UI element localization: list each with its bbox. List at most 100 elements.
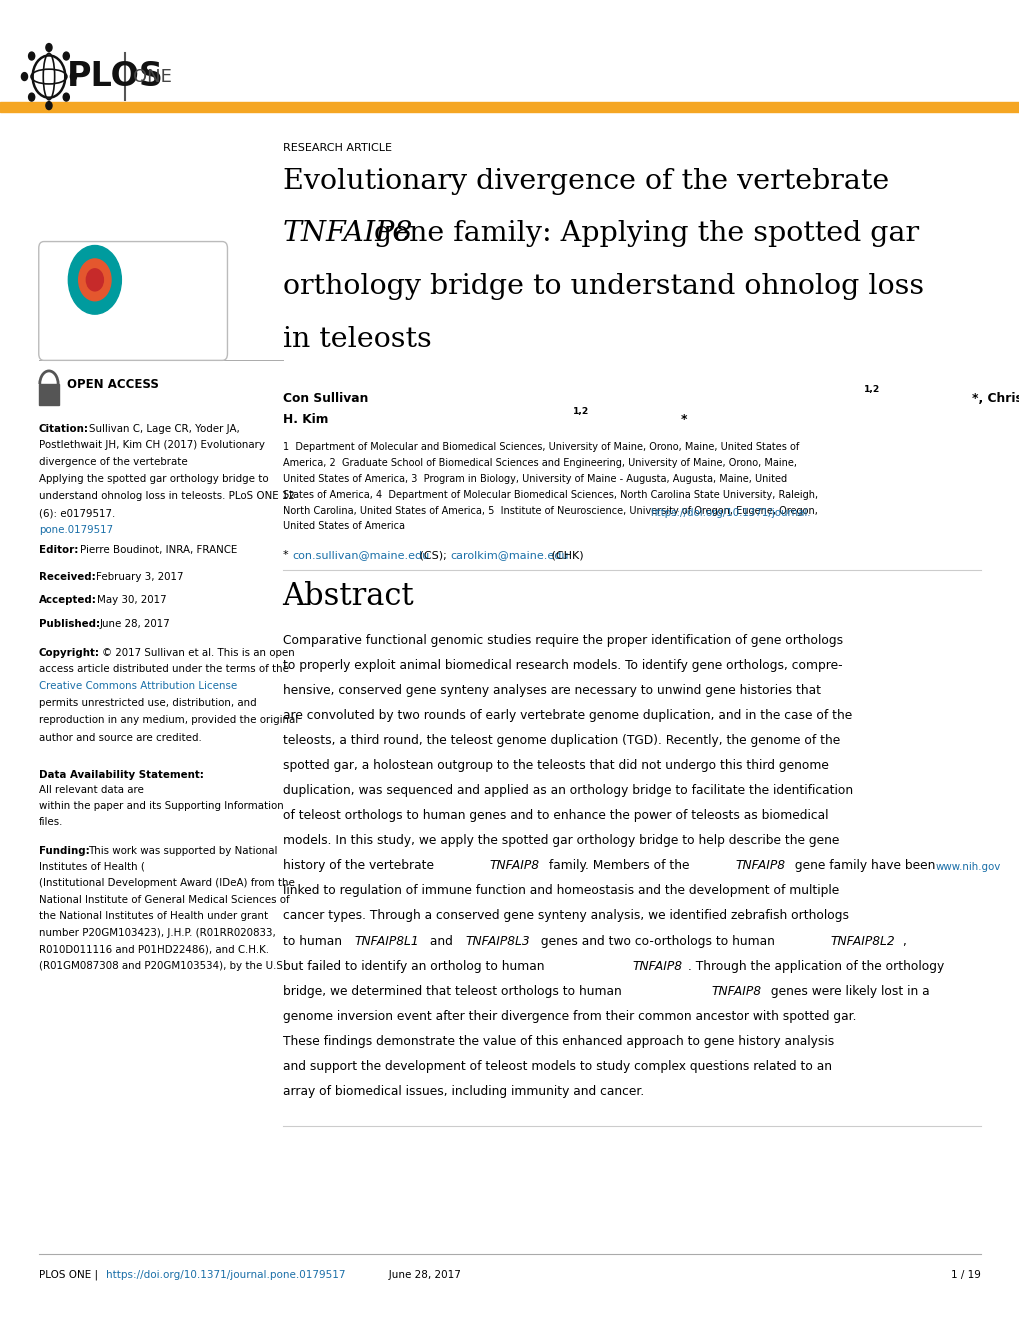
Text: gene family have been: gene family have been [790,859,934,873]
Text: con.sullivan@maine.edu: con.sullivan@maine.edu [292,550,430,561]
Text: genes were likely lost in a: genes were likely lost in a [766,985,929,998]
Text: divergence of the vertebrate: divergence of the vertebrate [39,457,191,467]
Text: OPEN ACCESS: OPEN ACCESS [67,378,159,391]
Circle shape [70,73,76,81]
Text: ,: , [902,935,905,948]
Text: cancer types. Through a conserved gene synteny analysis, we identified zebrafish: cancer types. Through a conserved gene s… [282,909,848,923]
Text: history of the vertebrate: history of the vertebrate [282,859,437,873]
Text: United States of America, 3  Program in Biology, University of Maine - Augusta, : United States of America, 3 Program in B… [282,474,786,484]
Text: TNFAIP8L2: TNFAIP8L2 [829,935,895,948]
Circle shape [46,44,52,51]
Text: 1  Department of Molecular and Biomedical Sciences, University of Maine, Orono, : 1 Department of Molecular and Biomedical… [282,442,798,453]
Text: genome inversion event after their divergence from their common ancestor with sp: genome inversion event after their diver… [282,1010,855,1023]
Text: Check for: Check for [125,293,168,301]
Circle shape [78,259,111,301]
Text: teleosts, a third round, the teleost genome duplication (TGD). Recently, the gen: teleosts, a third round, the teleost gen… [282,734,839,747]
Text: spotted gar, a holostean outgroup to the teleosts that did not undergo this thir: spotted gar, a holostean outgroup to the… [282,759,827,772]
Text: files.: files. [39,817,63,828]
Text: R010D011116 and P01HD22486), and C.H.K.: R010D011116 and P01HD22486), and C.H.K. [39,945,268,954]
Circle shape [87,269,103,290]
Text: Postlethwait JH, Kim CH (2017) Evolutionary: Postlethwait JH, Kim CH (2017) Evolution… [39,440,265,450]
Text: Evolutionary divergence of the vertebrate: Evolutionary divergence of the vertebrat… [282,168,888,194]
Text: ONE: ONE [132,67,171,86]
Circle shape [21,73,28,81]
Text: H. Kim: H. Kim [282,413,327,426]
Text: These findings demonstrate the value of this enhanced approach to gene history a: These findings demonstrate the value of … [282,1035,833,1048]
Text: Con Sullivan: Con Sullivan [282,392,368,405]
Text: (6): e0179517.: (6): e0179517. [39,508,118,519]
Text: National Institute of General Medical Sciences of: National Institute of General Medical Sc… [39,895,289,906]
Circle shape [63,94,69,102]
Text: orthology bridge to understand ohnolog loss: orthology bridge to understand ohnolog l… [282,273,923,300]
Text: Published:: Published: [39,619,100,630]
Text: duplication, was sequenced and applied as an orthology bridge to facilitate the : duplication, was sequenced and applied a… [282,784,852,797]
Text: pone.0179517: pone.0179517 [39,525,113,536]
Text: Creative Commons Attribution License: Creative Commons Attribution License [39,681,236,692]
Text: carolkim@maine.edu: carolkim@maine.edu [450,550,569,561]
Text: . Through the application of the orthology: . Through the application of the ortholo… [687,960,943,973]
Circle shape [68,246,121,314]
Text: All relevant data are: All relevant data are [39,785,144,796]
Text: America, 2  Graduate School of Biomedical Sciences and Engineering, University o: America, 2 Graduate School of Biomedical… [282,458,796,469]
Text: the National Institutes of Health under grant: the National Institutes of Health under … [39,912,268,921]
Text: genes and two co-orthologs to human: genes and two co-orthologs to human [536,935,777,948]
Text: www.nih.gov: www.nih.gov [934,862,1000,873]
Text: updates: updates [125,309,162,317]
Circle shape [46,102,52,110]
Text: Pierre Boudinot, INRA, FRANCE: Pierre Boudinot, INRA, FRANCE [79,545,236,556]
Text: Copyright:: Copyright: [39,648,100,659]
Text: PLOS ONE |: PLOS ONE | [39,1270,101,1280]
Text: and support the development of teleost models to study complex questions related: and support the development of teleost m… [282,1060,830,1073]
Text: Abstract: Abstract [282,581,414,611]
Text: © 2017 Sullivan et al. This is an open: © 2017 Sullivan et al. This is an open [102,648,294,659]
Text: understand ohnolog loss in teleosts. PLoS ONE 12: understand ohnolog loss in teleosts. PLo… [39,491,294,502]
Text: 1,2: 1,2 [863,385,879,395]
Text: of teleost orthologs to human genes and to enhance the power of teleosts as biom: of teleost orthologs to human genes and … [282,809,827,822]
Text: reproduction in any medium, provided the original: reproduction in any medium, provided the… [39,715,298,726]
Text: February 3, 2017: February 3, 2017 [96,572,183,582]
Text: North Carolina, United States of America, 5  Institute of Neuroscience, Universi: North Carolina, United States of America… [282,506,816,516]
Text: PLOS: PLOS [67,61,164,94]
Text: Comparative functional genomic studies require the proper identification of gene: Comparative functional genomic studies r… [282,634,842,647]
Text: family. Members of the: family. Members of the [544,859,692,873]
Text: *, Christopher R. Lage: *, Christopher R. Lage [971,392,1019,405]
Text: Sullivan C, Lage CR, Yoder JA,: Sullivan C, Lage CR, Yoder JA, [89,424,239,434]
Text: June 28, 2017: June 28, 2017 [100,619,170,630]
Text: array of biomedical issues, including immunity and cancer.: array of biomedical issues, including im… [282,1085,643,1098]
FancyBboxPatch shape [39,242,227,360]
Text: TNFAIP8L3: TNFAIP8L3 [465,935,529,948]
Text: RESEARCH ARTICLE: RESEARCH ARTICLE [282,143,391,153]
Text: access article distributed under the terms of the: access article distributed under the ter… [39,664,288,675]
Text: This work was supported by National: This work was supported by National [88,846,277,857]
Text: number P20GM103423), J.H.P. (R01RR020833,: number P20GM103423), J.H.P. (R01RR020833… [39,928,275,939]
Text: (CS);: (CS); [416,550,450,561]
Text: TNFAIP8L1: TNFAIP8L1 [354,935,418,948]
Text: Applying the spotted gar orthology bridge to: Applying the spotted gar orthology bridg… [39,474,268,484]
Text: Funding:: Funding: [39,846,90,857]
Text: Editor:: Editor: [39,545,78,556]
Text: Citation:: Citation: [39,424,89,434]
Text: (R01GM087308 and P20GM103534), by the U.S.: (R01GM087308 and P20GM103534), by the U.… [39,961,285,972]
Text: 1 / 19: 1 / 19 [951,1270,980,1280]
Text: (CHK): (CHK) [547,550,583,561]
Text: are convoluted by two rounds of early vertebrate genome duplication, and in the : are convoluted by two rounds of early ve… [282,709,851,722]
Text: models. In this study, we apply the spotted gar orthology bridge to help describ: models. In this study, we apply the spot… [282,834,838,847]
Text: June 28, 2017: June 28, 2017 [379,1270,461,1280]
Text: Institutes of Health (: Institutes of Health ( [39,862,145,873]
Text: TNFAIP8: TNFAIP8 [632,960,682,973]
Text: and: and [425,935,455,948]
Text: *: * [282,550,291,561]
Bar [0,102,1019,112]
Text: 1,2: 1,2 [573,407,589,416]
Text: hensive, conserved gene synteny analyses are necessary to unwind gene histories : hensive, conserved gene synteny analyses… [282,684,819,697]
Text: within the paper and its Supporting Information: within the paper and its Supporting Info… [39,801,283,812]
Text: gene family: Applying the spotted gar: gene family: Applying the spotted gar [365,220,918,247]
Text: to properly exploit animal biomedical research models. To identify gene ortholog: to properly exploit animal biomedical re… [282,659,842,672]
Text: linked to regulation of immune function and homeostasis and the development of m: linked to regulation of immune function … [282,884,838,898]
Circle shape [29,94,35,102]
Text: to human: to human [282,935,345,948]
Text: *: * [681,413,687,426]
Text: in teleosts: in teleosts [282,326,431,352]
Circle shape [63,51,69,59]
Text: TNFAIP8: TNFAIP8 [735,859,785,873]
